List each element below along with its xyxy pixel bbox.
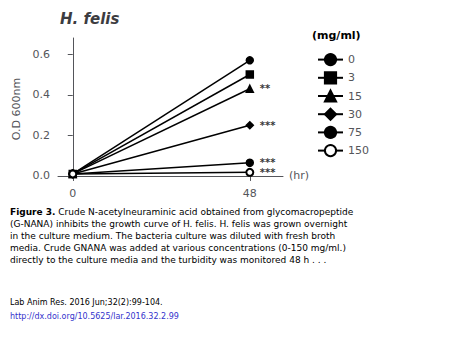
svg-text:48: 48 bbox=[243, 187, 257, 200]
svg-text:0.4: 0.4 bbox=[33, 88, 51, 101]
svg-text:O.D 600nm: O.D 600nm bbox=[10, 78, 23, 140]
svg-text:30: 30 bbox=[348, 108, 362, 121]
svg-text:75: 75 bbox=[348, 126, 362, 139]
svg-text:0.2: 0.2 bbox=[33, 129, 51, 142]
svg-text:3: 3 bbox=[348, 71, 355, 84]
svg-text:Crude N-acetylneuraminic acid: Crude N-acetylneuraminic acid obtained f… bbox=[55, 207, 356, 217]
svg-text:**: ** bbox=[260, 83, 271, 94]
svg-text:0: 0 bbox=[348, 53, 355, 66]
svg-text:0.6: 0.6 bbox=[33, 48, 51, 61]
svg-text:15: 15 bbox=[348, 90, 362, 103]
svg-text:***: *** bbox=[260, 120, 276, 131]
svg-text:0.0: 0.0 bbox=[33, 169, 51, 182]
svg-text:directly to the culture media: directly to the culture media and the tu… bbox=[10, 255, 326, 265]
svg-text:150: 150 bbox=[348, 144, 369, 157]
svg-text:in the culture medium. The bac: in the culture medium. The bacteria cult… bbox=[10, 231, 338, 241]
svg-text:Lab Anim Res. 2016 Jun;32(2):9: Lab Anim Res. 2016 Jun;32(2):99-104. bbox=[10, 298, 163, 307]
svg-text:media. Crude GNANA was added a: media. Crude GNANA was added at various … bbox=[10, 243, 349, 253]
svg-text:***: *** bbox=[260, 167, 276, 178]
svg-text:(mg/ml): (mg/ml) bbox=[312, 29, 361, 42]
svg-text:H. felis: H. felis bbox=[60, 10, 119, 28]
svg-text:(hr): (hr) bbox=[289, 169, 309, 182]
svg-text:(G-NANA) inhibits the growth c: (G-NANA) inhibits the growth curve of H.… bbox=[10, 219, 350, 229]
svg-text:http://dx.doi.org/10.5625/lar.: http://dx.doi.org/10.5625/lar.2016.32.2.… bbox=[10, 312, 179, 321]
svg-text:Figure 3.: Figure 3. bbox=[10, 207, 55, 217]
svg-text:0: 0 bbox=[69, 187, 76, 200]
